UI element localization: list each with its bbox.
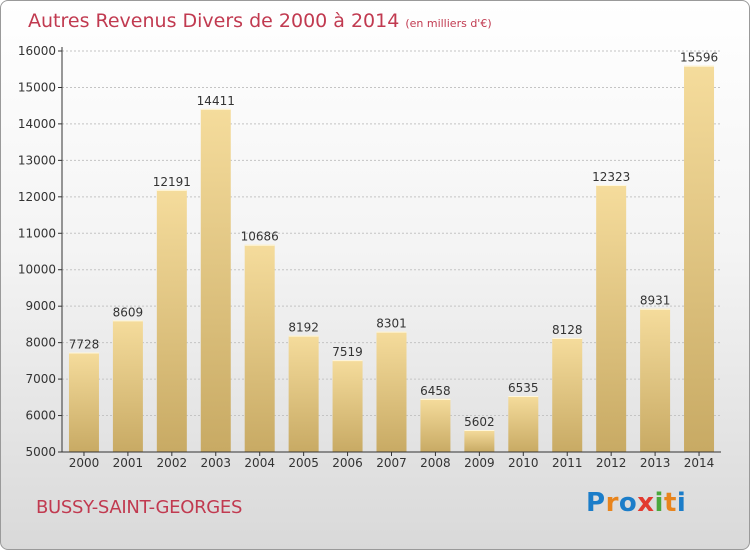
x-tick-label: 2001	[113, 456, 144, 470]
brand-logo: Proxiti	[586, 488, 686, 518]
data-label: 7519	[332, 345, 363, 359]
y-tick-label: 16000	[18, 44, 56, 58]
x-tick-label: 2007	[376, 456, 407, 470]
data-label: 5602	[464, 415, 495, 429]
brand-letter: r	[605, 488, 619, 518]
city-name: BUSSY-SAINT-GEORGES	[36, 497, 243, 518]
data-label: 8192	[288, 321, 319, 335]
bar-2002	[156, 189, 187, 453]
y-tick-label: 5000	[25, 445, 56, 459]
x-tick-label: 2013	[640, 456, 671, 470]
x-tick-label: 2014	[684, 456, 715, 470]
x-tick-label: 2003	[200, 456, 231, 470]
brand-letter: o	[618, 488, 638, 518]
brand-letter: i	[654, 488, 664, 518]
labels: 5000 6000 7000 8000 9000 10000 11000 12000 13000…	[18, 44, 718, 470]
x-tick-label: 2012	[596, 456, 627, 470]
chart-title: Autres Revenus Divers de 2000 à 2014 (en …	[28, 10, 492, 32]
bar-2006	[332, 360, 363, 452]
brand-letter: P	[586, 488, 606, 518]
x-tick-label: 2010	[508, 456, 539, 470]
x-tick-label: 2006	[332, 456, 363, 470]
data-label: 7728	[69, 338, 100, 352]
y-tick-label: 11000	[18, 226, 56, 240]
data-label: 8301	[376, 317, 407, 331]
brand-letter: x	[637, 488, 655, 518]
bar-2013	[640, 308, 671, 452]
data-label: 8609	[113, 305, 144, 319]
x-tick-label: 2009	[464, 456, 495, 470]
bar-2012	[596, 185, 627, 452]
bars	[68, 65, 715, 453]
bar-2008	[420, 398, 451, 452]
data-label: 6535	[508, 381, 539, 395]
bar-2014	[684, 65, 715, 453]
x-tick-label: 2008	[420, 456, 451, 470]
chart-title-text: Autres Revenus Divers de 2000 à 2014	[28, 10, 400, 32]
data-label: 8931	[640, 294, 671, 308]
bar-2010	[508, 396, 539, 452]
chart-unit-label: (en milliers d'€)	[405, 17, 492, 30]
y-tick-label: 9000	[25, 299, 56, 313]
data-label: 12323	[592, 170, 630, 184]
y-tick-label: 7000	[25, 372, 56, 386]
bar-2001	[112, 320, 143, 452]
data-label: 6458	[420, 384, 451, 398]
y-tick-label: 12000	[18, 190, 56, 204]
y-tick-label: 13000	[18, 153, 56, 167]
y-tick-label: 15000	[18, 80, 56, 94]
y-tick-label: 8000	[25, 336, 56, 350]
y-tick-label: 6000	[25, 409, 56, 423]
bar-2007	[376, 331, 407, 452]
x-tick-label: 2002	[157, 456, 188, 470]
brand-letter: i	[676, 488, 687, 518]
x-tick-label: 2004	[244, 456, 275, 470]
data-label: 12191	[153, 175, 191, 189]
x-tick-label: 2011	[552, 456, 583, 470]
data-label: 8128	[552, 323, 583, 337]
data-label: 15596	[680, 51, 718, 65]
axes	[58, 47, 721, 456]
bar-2011	[552, 337, 583, 452]
bar-2009	[464, 430, 495, 452]
bar-2003	[200, 108, 231, 452]
bar-2005	[288, 335, 319, 452]
data-label: 14411	[197, 94, 235, 108]
data-label: 10686	[241, 230, 279, 244]
y-tick-label: 14000	[18, 117, 56, 131]
bar-2004	[244, 244, 275, 452]
x-tick-label: 2000	[69, 456, 100, 470]
x-tick-label: 2005	[288, 456, 319, 470]
brand-letter: t	[663, 488, 677, 518]
bar-2000	[68, 352, 99, 452]
y-tick-label: 10000	[18, 263, 56, 277]
